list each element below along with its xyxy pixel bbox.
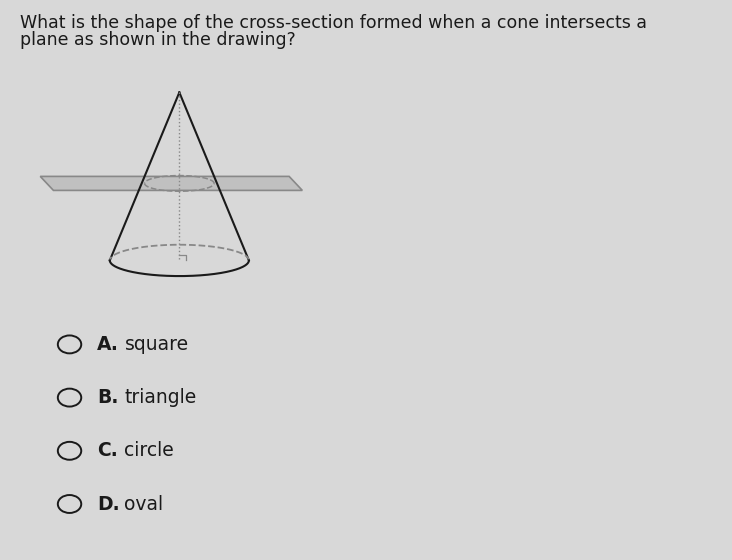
Text: circle: circle xyxy=(124,441,174,460)
Text: B.: B. xyxy=(97,388,119,407)
Text: What is the shape of the cross-section formed when a cone intersects a: What is the shape of the cross-section f… xyxy=(20,14,648,32)
Text: oval: oval xyxy=(124,494,163,514)
Text: A.: A. xyxy=(97,335,119,354)
Text: C.: C. xyxy=(97,441,118,460)
Text: triangle: triangle xyxy=(124,388,197,407)
Text: plane as shown in the drawing?: plane as shown in the drawing? xyxy=(20,31,296,49)
Text: D.: D. xyxy=(97,494,120,514)
Polygon shape xyxy=(40,176,302,190)
Text: square: square xyxy=(124,335,189,354)
